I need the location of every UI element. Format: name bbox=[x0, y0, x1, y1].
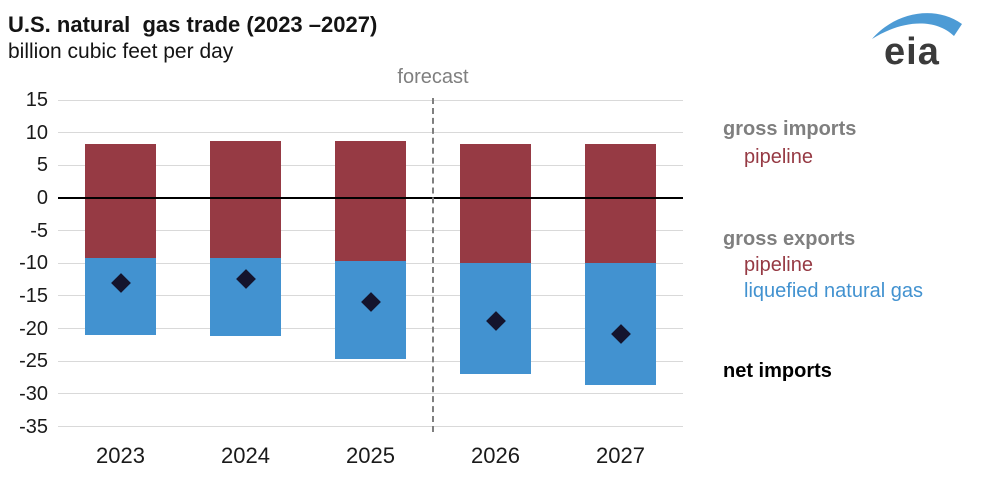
legend-exports-lng: liquefied natural gas bbox=[744, 280, 924, 302]
y-gridline bbox=[58, 426, 683, 428]
svg-text:eia: eia bbox=[884, 31, 940, 70]
y-axis-tick-label: -30 bbox=[19, 382, 48, 405]
y-axis-tick-label: -25 bbox=[19, 350, 48, 373]
bar-pipeline-2027 bbox=[585, 143, 656, 264]
legend-exports-pipeline: pipeline bbox=[744, 254, 813, 276]
y-gridline bbox=[58, 393, 683, 395]
y-axis-tick-label: -5 bbox=[30, 219, 48, 242]
forecast-divider-line bbox=[432, 98, 434, 432]
bar-pipeline-2024 bbox=[210, 141, 281, 259]
y-gridline bbox=[58, 132, 683, 134]
eia-logo-graphic: eia bbox=[872, 13, 962, 73]
page-title: U.S. natural gas trade (2023 –2027) bbox=[8, 12, 378, 37]
x-axis-label-2027: 2027 bbox=[596, 443, 645, 468]
legend-net-imports: net imports bbox=[723, 360, 832, 382]
eia-logo: eia bbox=[858, 8, 968, 75]
x-axis-label-2025: 2025 bbox=[346, 443, 395, 468]
y-axis-tick-label: 5 bbox=[36, 154, 48, 177]
forecast-label: forecast bbox=[397, 66, 469, 88]
y-gridline bbox=[58, 99, 683, 101]
y-axis-tick-label: 10 bbox=[25, 121, 48, 144]
y-axis-tick-label: 0 bbox=[36, 187, 48, 209]
y-axis-tick-label: -35 bbox=[19, 415, 48, 438]
bar-pipeline-2023 bbox=[85, 144, 156, 259]
y-axis-tick-label: -10 bbox=[19, 252, 48, 275]
x-axis-label-2024: 2024 bbox=[221, 443, 270, 468]
legend-imports-pipeline: pipeline bbox=[744, 146, 813, 168]
bar-lng-2023 bbox=[85, 258, 156, 336]
y-axis-tick-label: -20 bbox=[19, 317, 48, 340]
x-axis-label-2026: 2026 bbox=[471, 443, 520, 468]
bar-pipeline-2025 bbox=[335, 140, 406, 262]
y-axis-tick-label: 15 bbox=[25, 89, 48, 112]
zero-axis-line bbox=[58, 197, 683, 199]
legend-gross-exports: gross exports bbox=[723, 228, 856, 250]
y-gridline bbox=[58, 360, 683, 362]
eia-swoosh-icon bbox=[872, 13, 962, 39]
legend-gross-imports: gross imports bbox=[723, 118, 857, 140]
bar-pipeline-2026 bbox=[460, 143, 531, 263]
y-axis-tick-label: -15 bbox=[19, 284, 48, 307]
page-subtitle: billion cubic feet per day bbox=[8, 40, 234, 63]
x-axis-label-2023: 2023 bbox=[96, 443, 145, 468]
